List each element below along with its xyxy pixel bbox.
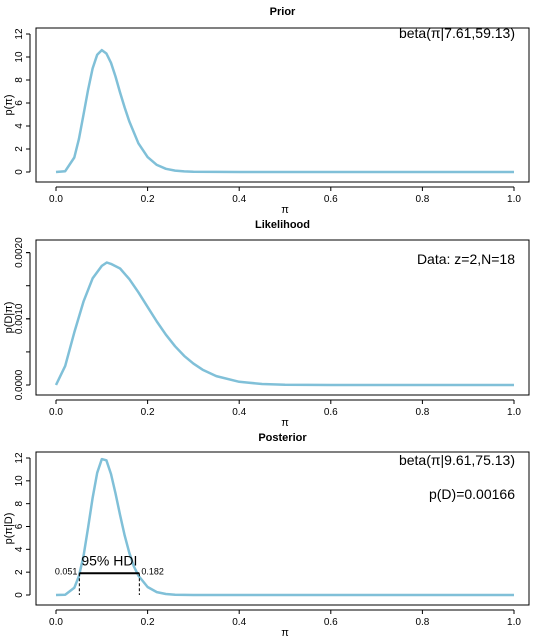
annotation: Data: z=2,N=18 — [417, 251, 515, 267]
y-tick-label: 12 — [14, 28, 25, 40]
x-axis-label: π — [281, 204, 289, 216]
annotation: p(D)=0.00166 — [429, 486, 515, 502]
x-axis-label: π — [281, 627, 289, 638]
hdi-low-label: 0.051 — [55, 566, 78, 576]
panel-title: Prior — [270, 6, 296, 18]
x-tick-label: 0.0 — [49, 407, 63, 418]
plot-frame — [35, 239, 530, 396]
density-line — [54, 261, 514, 387]
y-tick-label: 6 — [14, 100, 25, 106]
x-tick-label: 0.2 — [141, 407, 155, 418]
x-tick-label: 0.2 — [141, 194, 155, 205]
y-axis-label: p(π|D) — [3, 513, 15, 545]
plot-frame — [35, 27, 530, 183]
panel-posterior: Posterior 0.0 0.2 0.4 0.6 0.8 1.0 π 0 2 4 6 8 10 12 p(π… — [3, 432, 530, 639]
y-tick-label: 4 — [14, 123, 25, 129]
y-tick-label: 4 — [14, 546, 25, 552]
x-tick-label: 0.8 — [415, 407, 429, 418]
x-axis-label: π — [281, 417, 289, 429]
x-tick-label: 0.4 — [232, 617, 246, 628]
panel-title: Posterior — [258, 432, 307, 444]
hdi-high-label: 0.182 — [141, 566, 164, 576]
y-tick-label: 0 — [14, 592, 25, 598]
y-tick-label: 8 — [14, 77, 25, 83]
plot-frame — [35, 451, 530, 606]
density-line — [55, 457, 514, 597]
annotation: beta(π|9.61,75.13) — [399, 452, 515, 468]
y-tick-label: 10 — [14, 51, 25, 63]
x-tick-label: 0.6 — [324, 407, 338, 418]
y-tick-label: 0.0000 — [14, 369, 25, 400]
x-tick-label: 0.2 — [141, 617, 155, 628]
x-tick-label: 1.0 — [507, 407, 521, 418]
x-tick-label: 1.0 — [507, 617, 521, 628]
y-tick-label: 0 — [14, 169, 25, 175]
x-tick-label: 0.8 — [415, 194, 429, 205]
y-axis-label: p(π) — [3, 94, 15, 115]
y-tick-label: 10 — [14, 475, 25, 487]
y-axis-label: p(D|π) — [3, 302, 15, 334]
y-tick-label: 0.0010 — [14, 303, 25, 334]
panel-likelihood: Likelihood 0.0 0.2 0.4 0.6 0.8 1.0 π 0.0000 0.001… — [3, 219, 530, 429]
x-tick-label: 0.0 — [49, 617, 63, 628]
x-tick-label: 0.6 — [324, 617, 338, 628]
x-tick-label: 0.8 — [415, 617, 429, 628]
annotation: beta(π|7.61,59.13) — [399, 25, 515, 41]
y-tick-label: 12 — [14, 452, 25, 464]
hdi-label: 95% HDI — [81, 552, 137, 568]
x-tick-label: 0.0 — [49, 194, 63, 205]
y-tick-label: 8 — [14, 500, 25, 506]
y-tick-label: 6 — [14, 523, 25, 529]
density-line — [55, 48, 514, 174]
y-tick-label: 0.0020 — [14, 237, 25, 268]
x-tick-label: 0.4 — [232, 407, 246, 418]
x-tick-label: 0.4 — [232, 194, 246, 205]
panel-title: Likelihood — [255, 219, 310, 231]
panel-prior: Prior 0.0 0.2 0.4 0.6 0.8 1.0 π 0 2 4 6 8 10 12 p(π) bet… — [3, 6, 530, 216]
y-tick-label: 2 — [14, 569, 25, 575]
x-tick-label: 1.0 — [507, 194, 521, 205]
y-tick-label: 2 — [14, 146, 25, 152]
x-tick-label: 0.6 — [324, 194, 338, 205]
